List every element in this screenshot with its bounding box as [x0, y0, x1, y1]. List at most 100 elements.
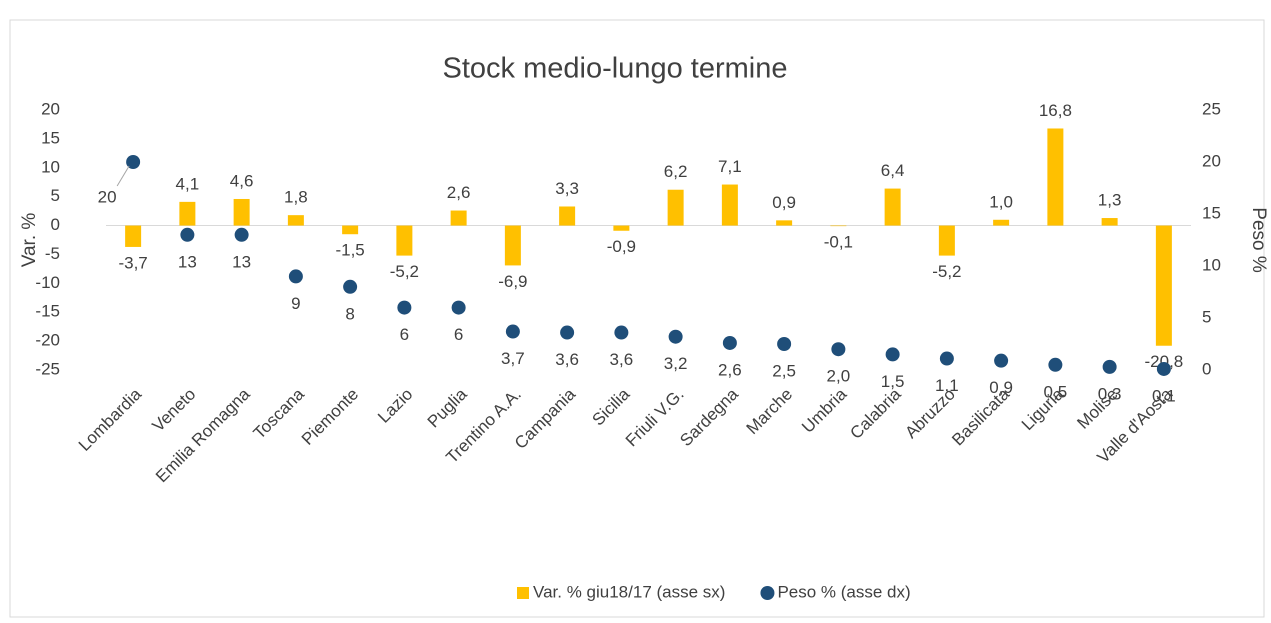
point-value-label: 3,2: [664, 354, 688, 373]
point-value-label: 8: [345, 304, 354, 323]
bar-value-label: 6,4: [881, 161, 905, 180]
bar-value-label: 1,3: [1098, 191, 1122, 210]
y2-tick-label: 0: [1202, 359, 1211, 378]
bar: [1047, 128, 1064, 226]
bar-value-label: 16,8: [1039, 101, 1072, 120]
bar-value-label: 4,6: [230, 171, 254, 190]
bar-value-label: 4,1: [176, 174, 200, 193]
point-value-label: 6: [400, 325, 409, 344]
point-value-label: 0,3: [1098, 384, 1122, 403]
point: [234, 227, 249, 242]
bar: [450, 210, 467, 226]
point-value-label: 3,6: [555, 350, 579, 369]
point-value-label: 13: [178, 252, 197, 271]
point-value-label: 20: [98, 187, 117, 206]
y-tick-label: 10: [41, 157, 60, 176]
bar-value-label: -5,2: [932, 262, 961, 281]
y-tick-label: -10: [35, 273, 60, 292]
point: [777, 337, 792, 351]
bar-value-label: -5,2: [390, 262, 419, 281]
point-value-label: 9: [291, 294, 300, 313]
bar: [613, 225, 630, 231]
legend-label: Var. % giu18/17 (asse sx): [533, 582, 725, 601]
y2-tick-label: 20: [1202, 151, 1221, 170]
y-tick-label: -20: [35, 331, 60, 350]
y2-tick-label: 25: [1202, 99, 1221, 118]
bar: [504, 225, 521, 266]
point: [180, 227, 195, 242]
y-tick-label: 20: [41, 99, 60, 118]
point-value-label: 0,9: [989, 378, 1013, 397]
point-value-label: 13: [232, 252, 251, 271]
y2-tick-label: 10: [1202, 255, 1221, 274]
y-tick-label: 5: [51, 186, 60, 205]
bar-value-label: -20,8: [1145, 352, 1184, 371]
bar: [721, 184, 738, 226]
point: [722, 335, 737, 350]
bar-value-label: 0,9: [772, 193, 796, 212]
bar: [938, 225, 955, 256]
bar: [667, 189, 684, 226]
bar-value-label: -6,9: [498, 272, 527, 291]
legend-swatch: [517, 587, 529, 599]
point: [1102, 359, 1117, 374]
point: [560, 325, 575, 340]
bar-value-label: -1,5: [335, 241, 364, 260]
bar: [559, 206, 576, 226]
point: [288, 269, 303, 284]
bar-value-label: 7,1: [718, 157, 742, 176]
point: [994, 353, 1009, 368]
bar: [884, 188, 901, 226]
legend-label: Peso % (asse dx): [777, 582, 910, 601]
y-tick-label: -15: [35, 302, 60, 321]
point-value-label: 6: [454, 325, 463, 344]
point: [668, 329, 683, 344]
bar: [125, 225, 142, 247]
point: [831, 342, 846, 357]
bar: [1101, 218, 1118, 226]
point: [939, 351, 954, 366]
point: [885, 347, 900, 362]
chart-title: Stock medio-lungo termine: [443, 53, 788, 85]
bar: [342, 225, 359, 235]
bar-value-label: 2,6: [447, 183, 471, 202]
legend-swatch: [760, 586, 775, 600]
point-value-label: 0,5: [1044, 382, 1068, 401]
point-value-label: 1,5: [881, 372, 905, 391]
bar: [233, 198, 250, 226]
bar: [179, 201, 196, 226]
bar-value-label: 1,0: [989, 192, 1013, 211]
y2-tick-label: 15: [1202, 203, 1221, 222]
y-axis-title: Var. %: [19, 213, 40, 268]
bar: [1155, 225, 1172, 346]
bar-value-label: 6,2: [664, 162, 688, 181]
point: [451, 300, 466, 315]
bar-value-label: -0,9: [607, 237, 636, 256]
bar-value-label: 1,8: [284, 188, 308, 207]
y2-tick-label: 5: [1202, 307, 1211, 326]
point: [614, 325, 629, 340]
point-value-label: 2,5: [772, 361, 796, 380]
bar: [830, 225, 847, 227]
y-tick-label: -25: [35, 359, 60, 378]
bar: [287, 215, 304, 226]
y-tick-label: 0: [51, 215, 60, 234]
y2-axis-title: Peso %: [1248, 207, 1269, 273]
point-value-label: 3,6: [610, 350, 634, 369]
point: [397, 300, 412, 315]
bar: [993, 219, 1010, 226]
y-tick-label: 15: [41, 128, 60, 147]
point-value-label: 0,1: [1152, 386, 1176, 405]
chart-border: [9, 19, 1265, 618]
point-value-label: 2,0: [827, 367, 851, 386]
bar: [776, 220, 793, 226]
point-value-label: 3,7: [501, 349, 525, 368]
point-value-label: 1,1: [935, 376, 959, 395]
point: [505, 324, 520, 339]
y-tick-label: -5: [45, 244, 60, 263]
point: [1156, 361, 1171, 376]
bar: [396, 225, 413, 256]
bar-value-label: 3,3: [555, 179, 579, 198]
bar-value-label: -3,7: [118, 253, 147, 272]
